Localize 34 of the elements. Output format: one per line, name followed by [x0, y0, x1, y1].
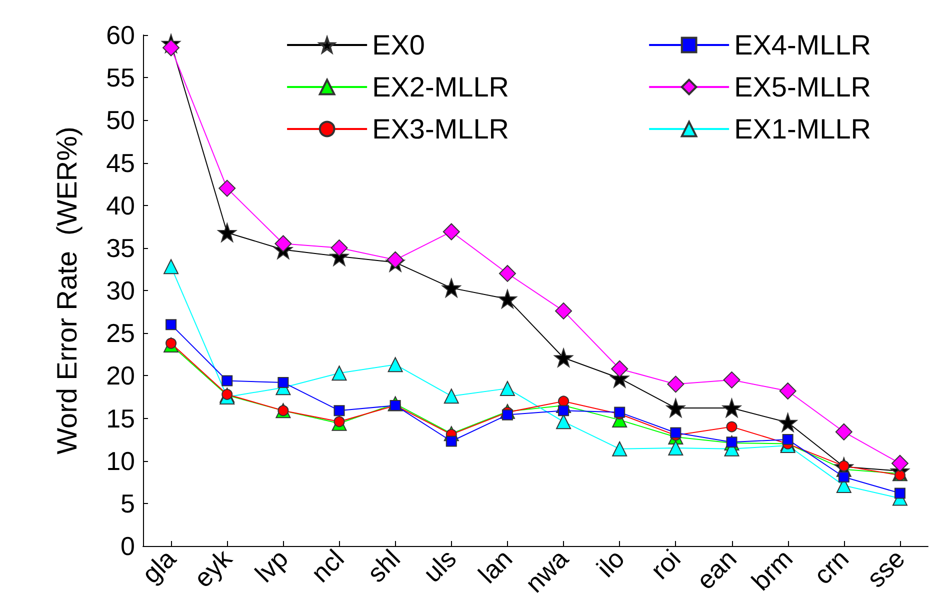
legend-label: EX4-MLLR [734, 30, 871, 60]
x-tick-label: lan [472, 543, 518, 590]
y-tick-label: 0 [120, 531, 135, 561]
legend-label: EX1-MLLR [734, 114, 871, 144]
x-tick-label: lvp [249, 543, 294, 588]
y-tick-label: 35 [106, 232, 135, 263]
x-tick-label: gla [136, 543, 182, 590]
legend-label: EX2-MLLR [372, 72, 509, 102]
y-tick-label: 60 [106, 20, 135, 50]
y-tick-label: 40 [106, 190, 135, 220]
y-tick-label: 10 [106, 446, 135, 476]
x-tick-label: brm [746, 543, 798, 596]
y-tick-label: 5 [120, 488, 135, 518]
x-tick-label: shl [361, 543, 406, 588]
y-tick-label: 45 [106, 148, 135, 178]
x-tick-label: nwa [519, 543, 575, 598]
y-tick-label: 15 [106, 403, 135, 434]
legend-label: EX3-MLLR [372, 114, 509, 144]
y-tick-label: 20 [106, 360, 135, 391]
x-tick-label: roi [644, 543, 686, 586]
x-tick-label: sse [860, 543, 911, 594]
legend-label: EX0 [372, 30, 425, 60]
y-tick-label: 30 [106, 276, 135, 306]
x-tick-label: crn [808, 543, 854, 590]
y-axis-title: Word Error Rate (WER%) [52, 126, 82, 454]
legend-label: EX5-MLLR [734, 72, 871, 102]
y-tick-label: 50 [106, 105, 135, 136]
x-tick-label: eyk [188, 542, 238, 594]
x-tick-label: ean [690, 543, 742, 596]
x-tick-label: ncl [305, 543, 350, 588]
x-tick-label: ilo [590, 543, 630, 583]
x-tick-label: uls [417, 543, 462, 588]
y-tick-label: 25 [106, 318, 135, 348]
y-tick-label: 55 [106, 62, 135, 93]
